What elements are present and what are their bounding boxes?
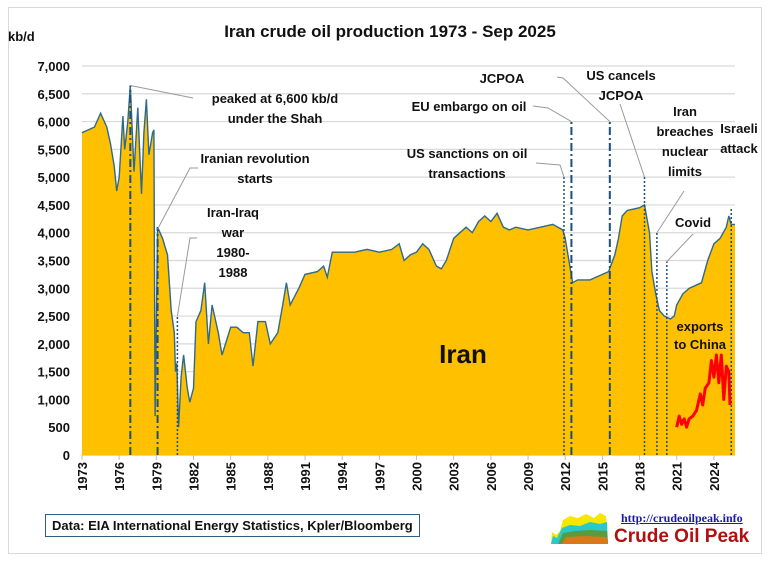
annotation-leader-line bbox=[656, 190, 685, 233]
annotation-leader-line bbox=[130, 84, 194, 99]
event-annotation: limits bbox=[668, 164, 702, 179]
data-source-box: Data: EIA International Energy Statistic… bbox=[45, 514, 420, 537]
event-annotation: EU embargo on oil bbox=[412, 99, 527, 114]
event-annotation: JCPOA bbox=[480, 71, 525, 86]
y-tick-label: 3,000 bbox=[37, 281, 70, 296]
event-markers bbox=[129, 85, 732, 455]
y-tick-label: 5,500 bbox=[37, 142, 70, 157]
event-annotation: starts bbox=[237, 171, 272, 186]
y-tick-label: 4,000 bbox=[37, 226, 70, 241]
event-annotation: JCPOA bbox=[599, 88, 644, 103]
event-annotation: Iran bbox=[673, 104, 697, 119]
x-tick-label: 2012 bbox=[558, 462, 573, 491]
y-tick-label: 1,000 bbox=[37, 392, 70, 407]
x-axis-ticks: 1973 1976 1979 1982 1985 1988 1991 1994 1997 2000… bbox=[75, 455, 722, 491]
event-annotation: Israeli bbox=[720, 121, 758, 136]
y-tick-label: 2,500 bbox=[37, 309, 70, 324]
y-tick-label: 3,500 bbox=[37, 254, 70, 269]
y-axis-ticks: 0 500 1,000 1,500 2,000 2,500 3,000 3,500 4,000 4… bbox=[37, 59, 70, 463]
event-annotation: 1980- bbox=[216, 245, 249, 260]
y-tick-label: 4,500 bbox=[37, 198, 70, 213]
y-tick-label: 6,500 bbox=[37, 87, 70, 102]
website-link[interactable]: http://crudeoilpeak.info bbox=[621, 511, 743, 525]
x-tick-label: 2018 bbox=[633, 462, 648, 491]
annotation-leader-line bbox=[535, 162, 565, 178]
x-tick-label: 2009 bbox=[521, 462, 536, 491]
x-tick-label: 1976 bbox=[112, 462, 127, 491]
annotation-leader-line bbox=[666, 233, 694, 262]
logo-graphic-icon bbox=[551, 513, 608, 544]
event-annotation: peaked at 6,600 kb/d bbox=[212, 91, 339, 106]
annotations: peaked at 6,600 kb/d under the Shah Irania… bbox=[130, 68, 759, 317]
annotation-leader-line bbox=[556, 76, 611, 122]
event-annotation: Iran-Iraq bbox=[207, 205, 259, 220]
y-tick-label: 2,000 bbox=[37, 337, 70, 352]
iran-series-label: Iran bbox=[439, 339, 487, 369]
x-tick-label: 2003 bbox=[447, 462, 462, 491]
brand-logo-text: Crude Oil Peak bbox=[614, 526, 750, 547]
y-tick-label: 0 bbox=[63, 448, 70, 463]
event-annotation: US sanctions on oil bbox=[407, 146, 528, 161]
event-annotation: under the Shah bbox=[228, 111, 323, 126]
x-tick-label: 1985 bbox=[224, 462, 239, 491]
annotation-leader-line bbox=[157, 167, 198, 230]
y-tick-label: 500 bbox=[48, 420, 70, 435]
x-tick-label: 2015 bbox=[595, 462, 610, 491]
x-tick-label: 2006 bbox=[484, 462, 499, 491]
y-tick-label: 1,500 bbox=[37, 365, 70, 380]
event-annotation: Covid bbox=[675, 215, 711, 230]
chart-title: Iran crude oil production 1973 - Sep 202… bbox=[224, 22, 556, 41]
x-tick-label: 1997 bbox=[372, 462, 387, 491]
annotation-leader-line bbox=[176, 237, 197, 317]
y-tick-label: 7,000 bbox=[37, 59, 70, 74]
exports-label-line1: exports bbox=[677, 319, 724, 334]
exports-to-china-line bbox=[675, 353, 732, 429]
iran-production-line bbox=[81, 85, 735, 428]
event-annotation: nuclear bbox=[662, 144, 708, 159]
y-tick-label: 6,000 bbox=[37, 115, 70, 130]
event-annotation: breaches bbox=[656, 124, 713, 139]
annotation-leader-line bbox=[532, 105, 572, 123]
x-tick-label: 1982 bbox=[187, 462, 202, 491]
y-tick-label: 5,000 bbox=[37, 170, 70, 185]
exports-label-line2: to China bbox=[674, 337, 727, 352]
x-tick-label: 2021 bbox=[670, 462, 685, 491]
x-tick-label: 1988 bbox=[261, 462, 276, 491]
event-annotation: attack bbox=[720, 141, 758, 156]
event-annotation: war bbox=[221, 225, 244, 240]
chart-frame bbox=[8, 7, 762, 554]
event-annotation: 1988 bbox=[219, 265, 248, 280]
x-tick-label: 1994 bbox=[335, 461, 350, 491]
annotation-leader-line bbox=[619, 103, 645, 178]
x-tick-label: 1973 bbox=[75, 462, 90, 491]
x-tick-label: 1991 bbox=[298, 462, 313, 491]
x-tick-label: 1979 bbox=[149, 462, 164, 491]
x-tick-label: 2000 bbox=[410, 462, 425, 491]
y-axis-label: kb/d bbox=[8, 29, 35, 44]
event-annotation: Iranian revolution bbox=[200, 151, 309, 166]
event-annotation: US cancels bbox=[586, 68, 655, 83]
x-tick-label: 2024 bbox=[707, 461, 722, 491]
event-annotation: transactions bbox=[428, 166, 505, 181]
